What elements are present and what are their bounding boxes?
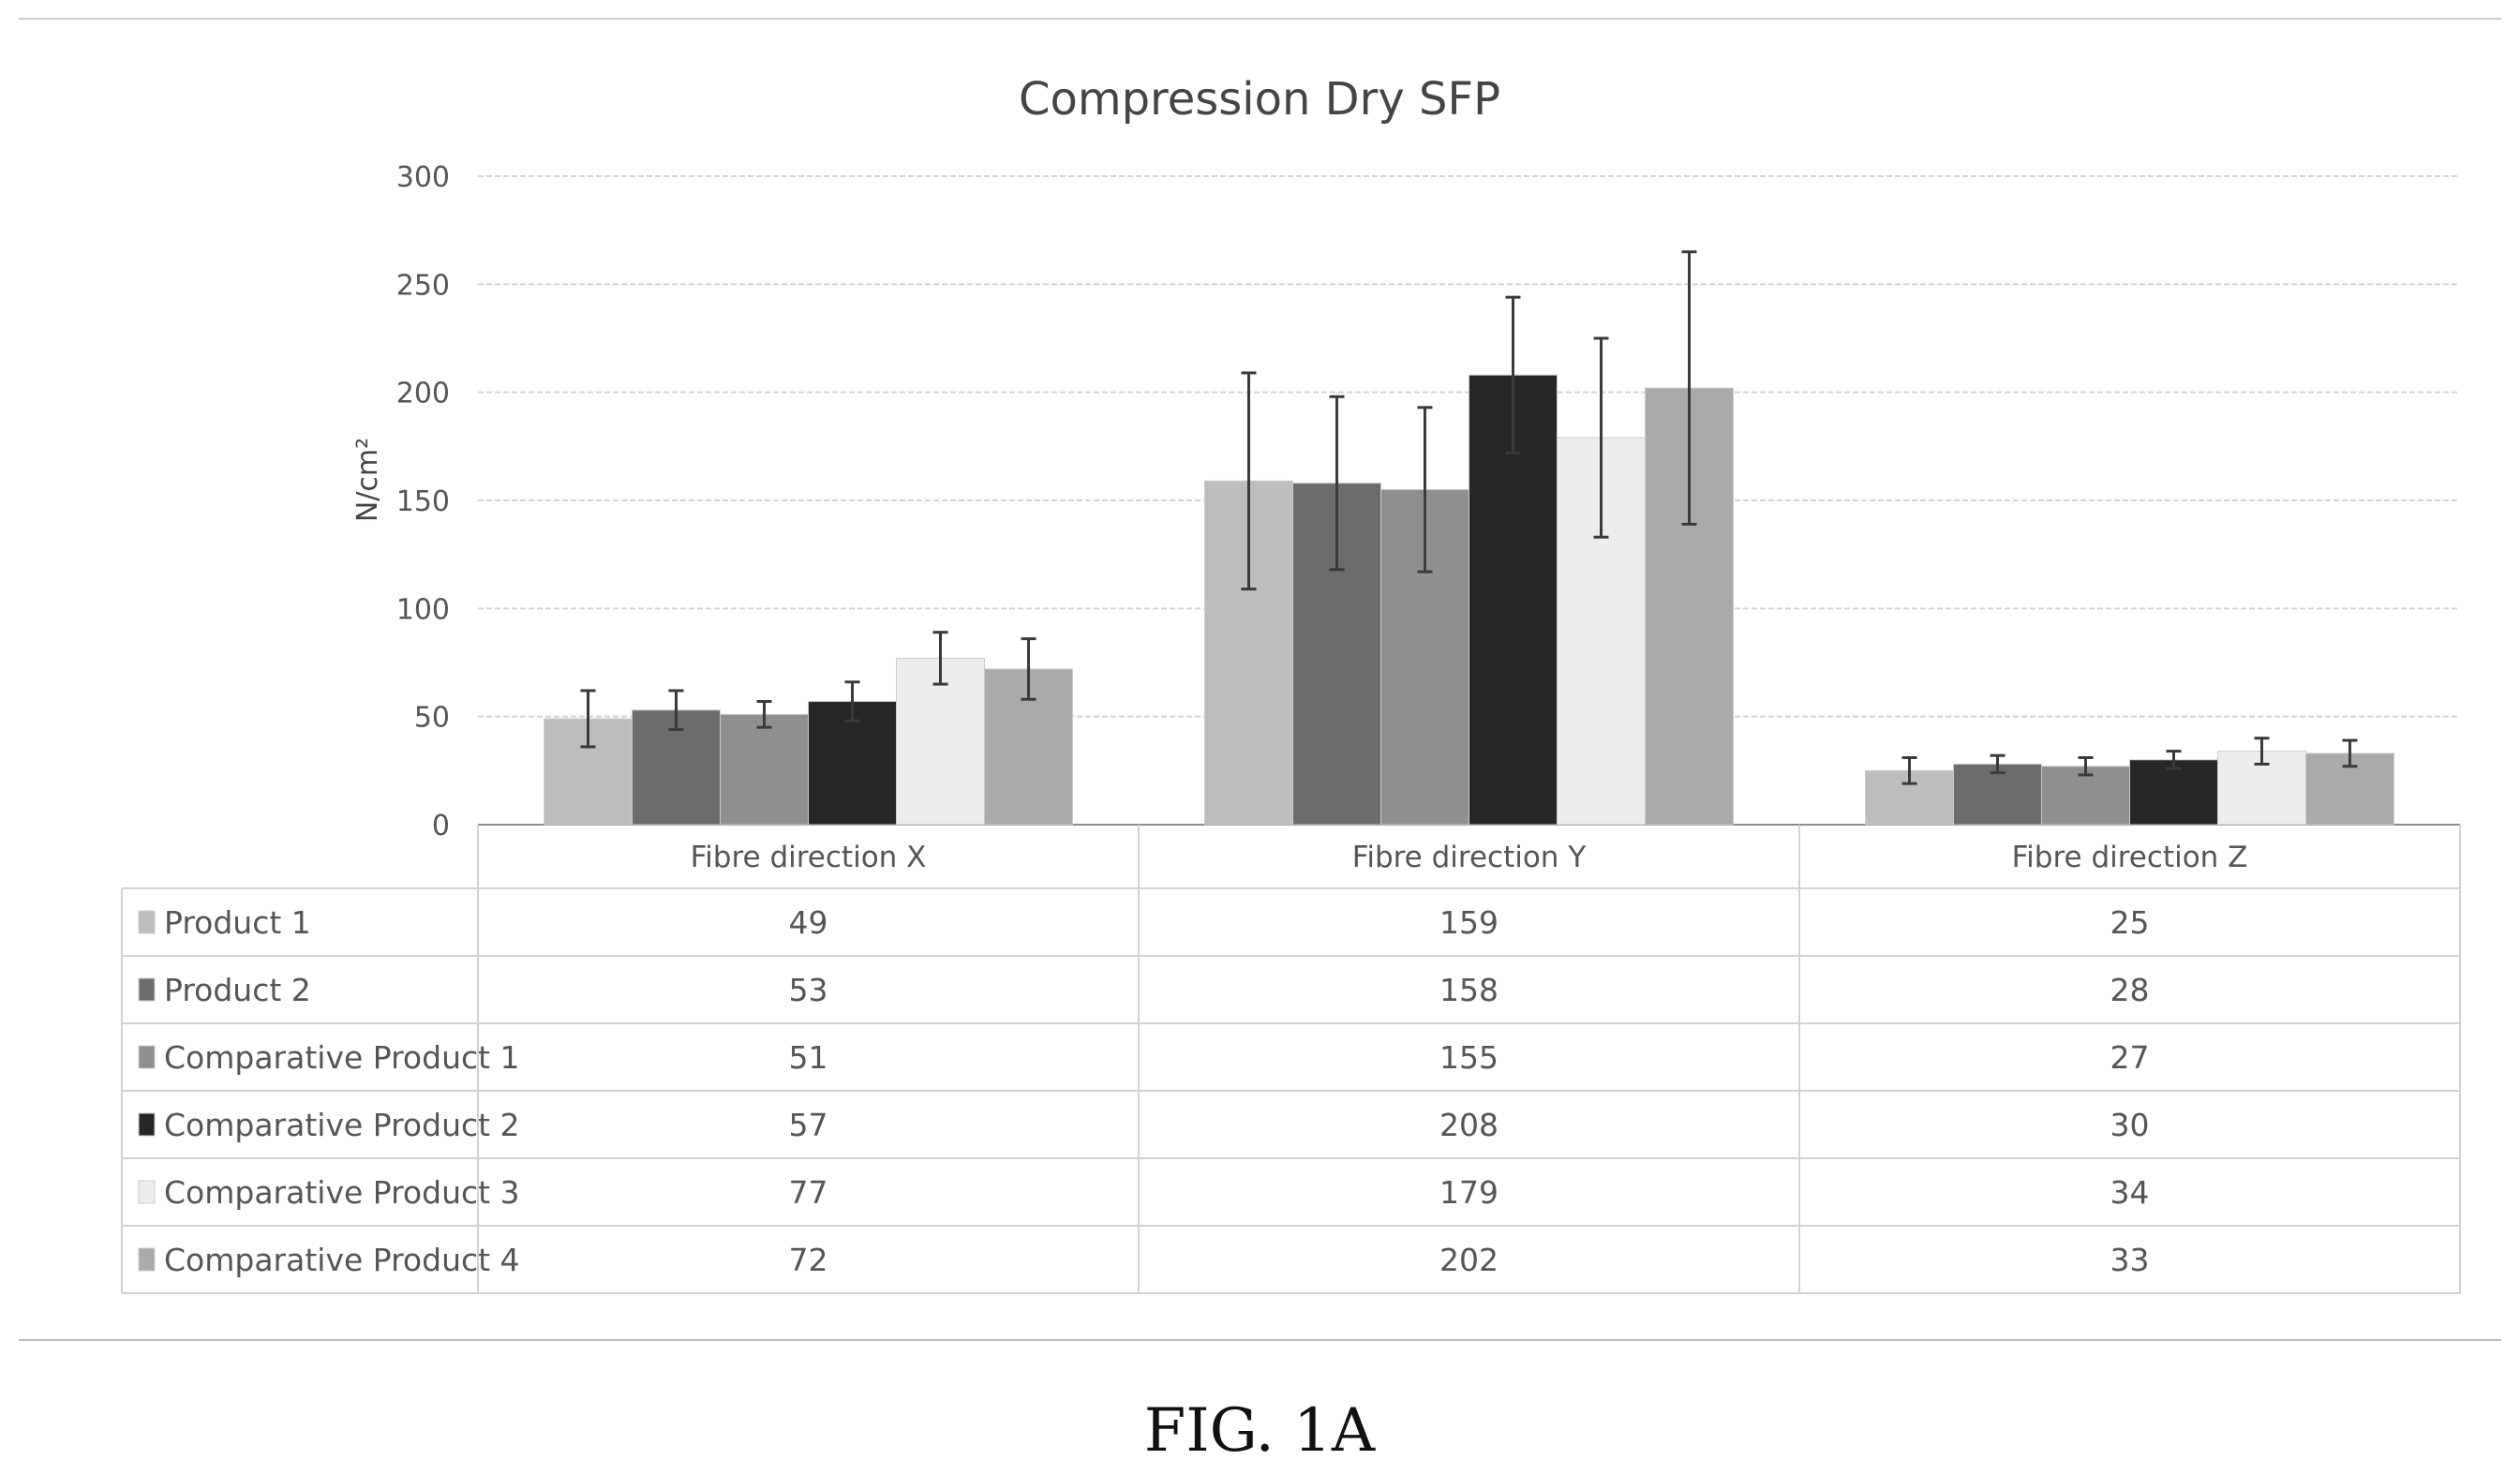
legend-swatch xyxy=(138,1180,156,1204)
figure-caption: FIG. 1A xyxy=(1144,1396,1376,1466)
data-table: Fibre direction X Fibre direction Y Fibre … xyxy=(121,825,2461,1294)
table-value: 77 xyxy=(789,1174,828,1211)
y-tick-labels: 0 50 100 150 200 250 300 xyxy=(396,161,450,842)
category-label: Fibre direction Y xyxy=(1352,841,1587,874)
error-bars xyxy=(580,250,2358,785)
y-tick-label: 50 xyxy=(414,702,450,735)
legend-swatch xyxy=(138,910,156,934)
table-value: 49 xyxy=(789,904,828,941)
y-axis-label: N/cm² xyxy=(351,438,384,522)
table-value: 159 xyxy=(1439,904,1499,941)
table-value: 179 xyxy=(1439,1174,1499,1211)
y-tick-label: 300 xyxy=(396,161,450,194)
table-value: 33 xyxy=(2110,1242,2150,1278)
bar xyxy=(1953,763,2042,826)
y-tick-label: 0 xyxy=(432,810,450,842)
y-tick-label: 200 xyxy=(396,378,450,410)
table-value: 155 xyxy=(1439,1039,1499,1076)
category-label: Fibre direction X xyxy=(691,841,927,874)
table-value: 72 xyxy=(789,1242,828,1278)
table-value: 25 xyxy=(2110,904,2150,941)
y-tick-label: 250 xyxy=(396,269,450,302)
table-value: 28 xyxy=(2110,972,2150,1008)
table-value: 34 xyxy=(2110,1174,2150,1211)
y-tick-label: 100 xyxy=(396,593,450,626)
legend-label: Comparative Product 4 xyxy=(164,1242,520,1278)
table-value: 53 xyxy=(789,972,828,1008)
legend-swatch xyxy=(138,1045,156,1069)
bar xyxy=(896,657,985,826)
bar xyxy=(2129,759,2218,826)
legend-swatch xyxy=(138,977,156,1002)
category-label: Fibre direction Z xyxy=(2012,841,2248,874)
legend-label: Comparative Product 3 xyxy=(164,1174,520,1211)
table-value: 27 xyxy=(2110,1039,2150,1076)
chart-title: Compression Dry SFP xyxy=(1019,73,1500,126)
legend-label: Comparative Product 2 xyxy=(164,1107,520,1143)
table-value: 57 xyxy=(789,1107,828,1143)
legend-swatch xyxy=(138,1112,156,1137)
table-value: 158 xyxy=(1439,972,1499,1008)
legend-swatch xyxy=(138,1247,156,1272)
bar xyxy=(720,713,809,826)
y-tick-label: 150 xyxy=(396,485,450,518)
legend-label: Product 1 xyxy=(164,904,311,941)
legend-label: Comparative Product 1 xyxy=(164,1039,520,1076)
table-value: 208 xyxy=(1439,1107,1499,1143)
table-value: 202 xyxy=(1439,1242,1499,1278)
table-value: 30 xyxy=(2110,1107,2150,1143)
legend-label: Product 2 xyxy=(164,972,311,1008)
table-value: 51 xyxy=(789,1039,828,1076)
bars xyxy=(544,374,2394,826)
